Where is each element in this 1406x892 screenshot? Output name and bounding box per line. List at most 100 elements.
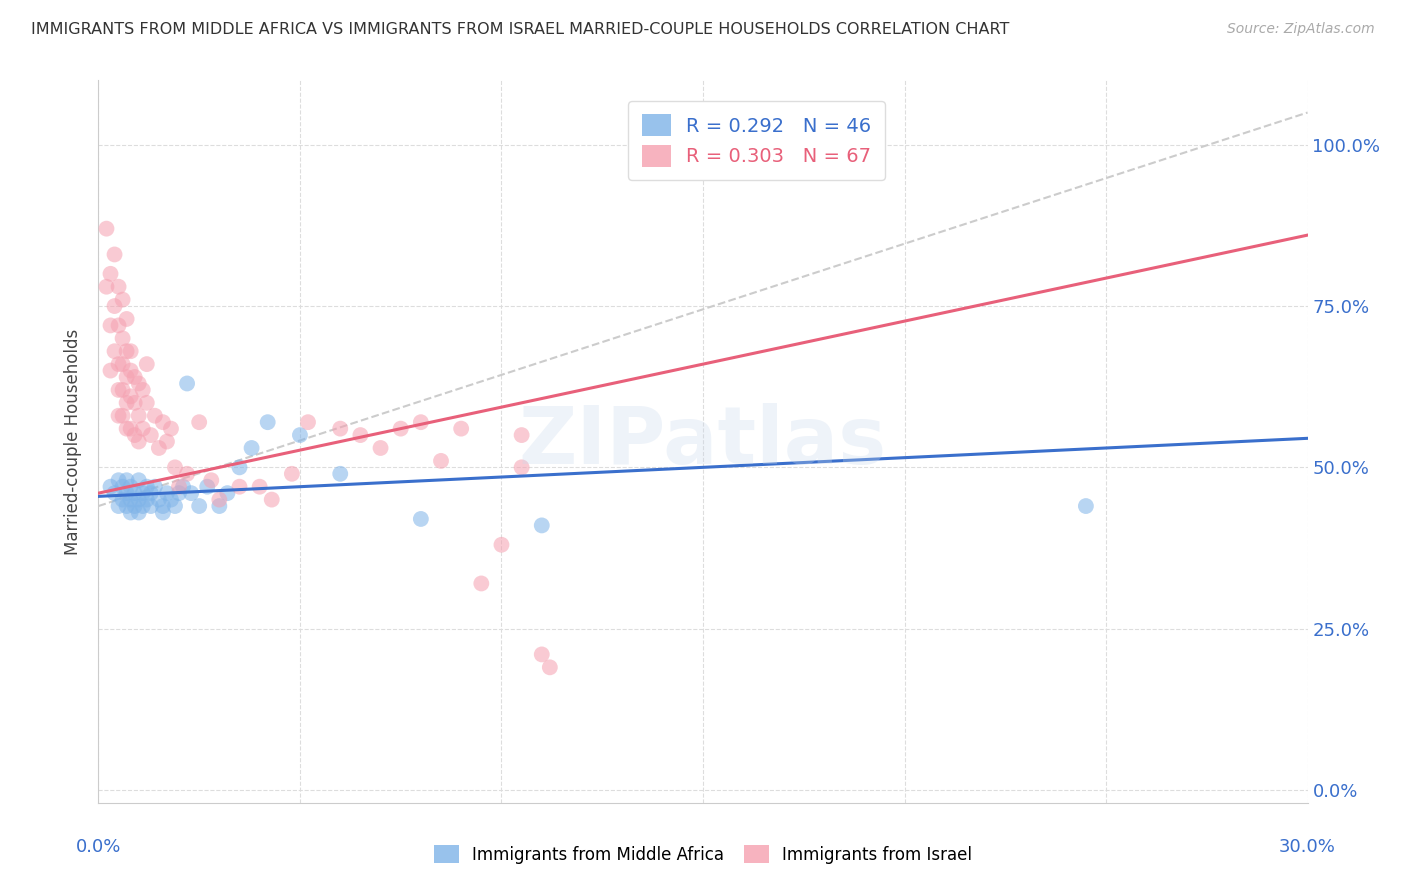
Point bbox=[256, 415, 278, 429]
Point bbox=[370, 441, 392, 455]
Point bbox=[188, 499, 211, 513]
Point bbox=[103, 344, 125, 359]
Point bbox=[148, 441, 170, 455]
Point bbox=[120, 363, 142, 377]
Point bbox=[510, 428, 533, 442]
Point bbox=[530, 518, 553, 533]
Point bbox=[135, 492, 157, 507]
Point bbox=[409, 512, 432, 526]
Point bbox=[103, 299, 125, 313]
Point bbox=[124, 486, 146, 500]
Point bbox=[120, 389, 142, 403]
Point bbox=[128, 473, 150, 487]
Point bbox=[470, 576, 492, 591]
Point bbox=[132, 486, 155, 500]
Point bbox=[1074, 499, 1097, 513]
Point bbox=[135, 396, 157, 410]
Point bbox=[143, 480, 166, 494]
Point bbox=[115, 312, 138, 326]
Point bbox=[107, 409, 129, 423]
Point bbox=[172, 480, 194, 494]
Point bbox=[103, 486, 125, 500]
Point bbox=[156, 486, 179, 500]
Point bbox=[111, 480, 134, 494]
Point bbox=[100, 363, 122, 377]
Point bbox=[152, 506, 174, 520]
Point bbox=[107, 357, 129, 371]
Point bbox=[107, 383, 129, 397]
Point bbox=[148, 492, 170, 507]
Point bbox=[281, 467, 304, 481]
Point bbox=[111, 409, 134, 423]
Point bbox=[160, 492, 183, 507]
Point bbox=[115, 422, 138, 436]
Point bbox=[135, 480, 157, 494]
Point bbox=[163, 460, 186, 475]
Point bbox=[120, 492, 142, 507]
Point bbox=[167, 486, 190, 500]
Point bbox=[128, 506, 150, 520]
Text: ZIPatlas: ZIPatlas bbox=[519, 402, 887, 481]
Point bbox=[128, 434, 150, 449]
Point bbox=[260, 492, 283, 507]
Text: 30.0%: 30.0% bbox=[1279, 838, 1336, 856]
Point bbox=[107, 279, 129, 293]
Point bbox=[217, 486, 239, 500]
Point bbox=[139, 428, 162, 442]
Point bbox=[120, 344, 142, 359]
Point bbox=[143, 409, 166, 423]
Point bbox=[128, 492, 150, 507]
Point bbox=[115, 344, 138, 359]
Point bbox=[100, 267, 122, 281]
Point bbox=[240, 441, 263, 455]
Point bbox=[120, 480, 142, 494]
Point bbox=[349, 428, 371, 442]
Point bbox=[409, 415, 432, 429]
Point bbox=[135, 357, 157, 371]
Point bbox=[163, 499, 186, 513]
Y-axis label: Married-couple Households: Married-couple Households bbox=[65, 328, 83, 555]
Point bbox=[139, 486, 162, 500]
Point bbox=[167, 480, 190, 494]
Point bbox=[188, 415, 211, 429]
Point bbox=[132, 499, 155, 513]
Point bbox=[195, 480, 218, 494]
Point bbox=[124, 370, 146, 384]
Point bbox=[107, 318, 129, 333]
Text: Source: ZipAtlas.com: Source: ZipAtlas.com bbox=[1227, 22, 1375, 37]
Point bbox=[139, 499, 162, 513]
Point bbox=[249, 480, 271, 494]
Point bbox=[124, 428, 146, 442]
Point bbox=[96, 279, 118, 293]
Point bbox=[176, 467, 198, 481]
Point bbox=[107, 473, 129, 487]
Point bbox=[115, 486, 138, 500]
Point bbox=[120, 506, 142, 520]
Point bbox=[228, 460, 250, 475]
Point bbox=[180, 486, 202, 500]
Point bbox=[329, 422, 352, 436]
Point bbox=[329, 467, 352, 481]
Point bbox=[288, 428, 311, 442]
Point bbox=[208, 499, 231, 513]
Point bbox=[538, 660, 561, 674]
Point bbox=[450, 422, 472, 436]
Point bbox=[228, 480, 250, 494]
Point bbox=[510, 460, 533, 475]
Text: 0.0%: 0.0% bbox=[76, 838, 121, 856]
Point bbox=[96, 221, 118, 235]
Point bbox=[111, 331, 134, 345]
Point bbox=[430, 454, 453, 468]
Point bbox=[120, 422, 142, 436]
Point bbox=[152, 415, 174, 429]
Point bbox=[103, 247, 125, 261]
Point bbox=[530, 648, 553, 662]
Point bbox=[111, 492, 134, 507]
Point bbox=[128, 409, 150, 423]
Point bbox=[491, 538, 513, 552]
Point bbox=[115, 396, 138, 410]
Point bbox=[124, 499, 146, 513]
Point bbox=[389, 422, 412, 436]
Point bbox=[200, 473, 222, 487]
Point bbox=[115, 499, 138, 513]
